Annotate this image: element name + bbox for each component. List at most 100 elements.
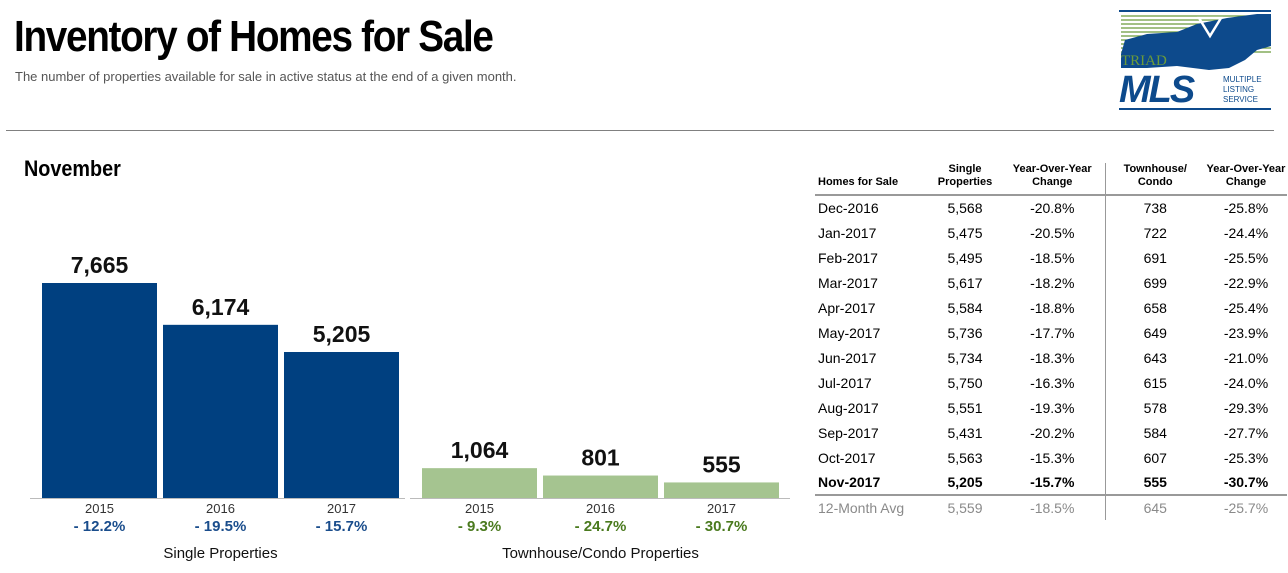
data-label: 801 [581,445,620,471]
table-row: Oct-2017 5,563 -15.3% 607 -25.3% [815,445,1287,470]
table-cell: 12-Month Avg [818,500,905,516]
triad-mls-logo: TRIAD MLS MULTIPLE LISTING SERVICE [1119,10,1271,111]
category-tick-label: 2015 [85,501,114,516]
table-row: Nov-2017 5,205 -15.7% 555 -30.7% [815,470,1287,495]
table-cell: 738 [1104,195,1205,220]
data-label: 6,174 [192,294,250,320]
yoy-change-label: - 24.7% [575,518,627,535]
table-cell: Jan-2017 [818,224,877,241]
header-divider [6,130,1274,131]
table-cell: -24.0% [1223,374,1269,391]
table-cell: 699 [1104,270,1205,295]
monthly-inventory-table: Homes for Sale Single Properties Year-Ove… [815,163,1287,520]
table-cell: -23.9% [1223,324,1269,341]
table-cell: 5,617 [947,274,983,291]
group-label: Townhouse/Condo Properties [502,545,699,562]
table-cell: Dec-2016 [818,200,879,216]
header-yoy-line1: Year-Over-Year [1012,163,1092,175]
table-cell: -25.7% [1223,500,1269,516]
table-row: Feb-2017 5,495 -18.5% 691 -25.5% [815,245,1287,270]
category-tick-label: 2015 [465,501,494,516]
table-cell: -18.5% [1030,500,1075,516]
category-tick-label: 2017 [327,501,356,516]
category-tick-label: 2016 [206,501,235,516]
table-cell: 5,205 [947,474,983,490]
header-single-yoy: Year-Over-Year Change [1000,163,1105,195]
table-cell: -25.4% [1223,299,1269,316]
bar-townhouse-2015 [422,468,537,498]
logo-triad-text: TRIAD [1121,53,1167,69]
table-cell: Apr-2017 [818,299,876,316]
table-cell: 5,551 [947,399,983,416]
category-tick-label: 2016 [586,501,615,516]
data-label: 7,665 [71,252,129,278]
group-label: Single Properties [163,545,277,562]
table-cell: Nov-2017 [818,474,881,490]
logo-tag1: MULTIPLE [1223,75,1262,84]
table-cell: 578 [1104,395,1205,420]
bar-townhouse-2016 [543,475,658,498]
table-cell: 615 [1104,370,1205,395]
table-cell: -29.3% [1223,399,1269,416]
data-label: 555 [702,451,741,477]
month-label: November [24,156,121,181]
category-tick-label: 2017 [707,501,736,516]
bar-townhouse-2017 [664,482,779,498]
table-cell: 5,431 [947,424,983,441]
table-row: Jul-2017 5,750 -16.3% 615 -24.0% [815,370,1287,395]
table-cell: -25.3% [1223,449,1269,466]
table-cell: 5,750 [947,374,983,391]
yoy-change-label: - 12.2% [74,518,126,535]
table-row: Mar-2017 5,617 -18.2% 699 -22.9% [815,270,1287,295]
data-label: 1,064 [451,437,509,463]
table-cell: -19.3% [1030,399,1075,416]
table-cell: -16.3% [1030,374,1075,391]
table-row: Sep-2017 5,431 -20.2% 584 -27.7% [815,420,1287,445]
logo-tag3: SERVICE [1223,95,1258,104]
table-cell: Mar-2017 [818,274,878,291]
header-yoy-line2: Change [1032,176,1073,188]
table-cell: -27.7% [1223,424,1269,441]
table-header-row: Homes for Sale Single Properties Year-Ove… [815,163,1287,195]
table-cell: -21.0% [1223,349,1269,366]
table-cell: -18.8% [1030,299,1075,316]
page-subtitle: The number of properties available for s… [15,69,517,84]
table-cell: -18.3% [1030,349,1075,366]
header-homes-for-sale: Homes for Sale [818,176,899,188]
table-cell: May-2017 [818,324,881,341]
table-cell: -24.4% [1223,224,1269,241]
header-th-yoy-line2: Change [1225,176,1267,188]
bar-single-2015 [42,283,157,498]
table-cell: 645 [1104,495,1205,520]
header-townhouse-condo: Townhouse/Condo [1104,163,1205,195]
table-cell: 5,559 [947,500,983,516]
table-cell: Jun-2017 [818,349,877,366]
table-row: Dec-2016 5,568 -20.8% 738 -25.8% [815,195,1287,220]
header-single-properties: Single Properties [930,163,1000,195]
table-cell: 643 [1104,345,1205,370]
table-cell: 5,475 [947,224,983,241]
table-cell: 607 [1104,445,1205,470]
table-cell: Aug-2017 [818,399,879,416]
header-th-yoy-line1: Year-Over-Year [1206,163,1286,175]
table-cell: Oct-2017 [818,449,876,466]
table-row: Jan-2017 5,475 -20.5% 722 -24.4% [815,220,1287,245]
table-cell: 5,495 [947,249,983,266]
table-cell: -20.2% [1030,424,1075,441]
table-cell: 5,736 [947,324,983,341]
table-cell: -25.5% [1223,249,1269,266]
table-cell: 691 [1104,245,1205,270]
table-cell: 658 [1104,295,1205,320]
header-townhouse-yoy: Year-Over-Year Change [1205,163,1287,195]
table-cell: -15.3% [1030,449,1075,466]
page-title: Inventory of Homes for Sale [14,12,494,61]
bar-single-2017 [284,352,399,498]
table-cell: 5,734 [947,349,983,366]
table-cell: 555 [1104,470,1205,495]
yoy-change-label: - 15.7% [316,518,368,535]
header-single-line1: Single [948,163,982,175]
table-cell: -20.8% [1030,200,1075,216]
table-row: Apr-2017 5,584 -18.8% 658 -25.4% [815,295,1287,320]
table-cell: 584 [1104,420,1205,445]
header-th-line1: Townhouse/ [1123,163,1187,175]
